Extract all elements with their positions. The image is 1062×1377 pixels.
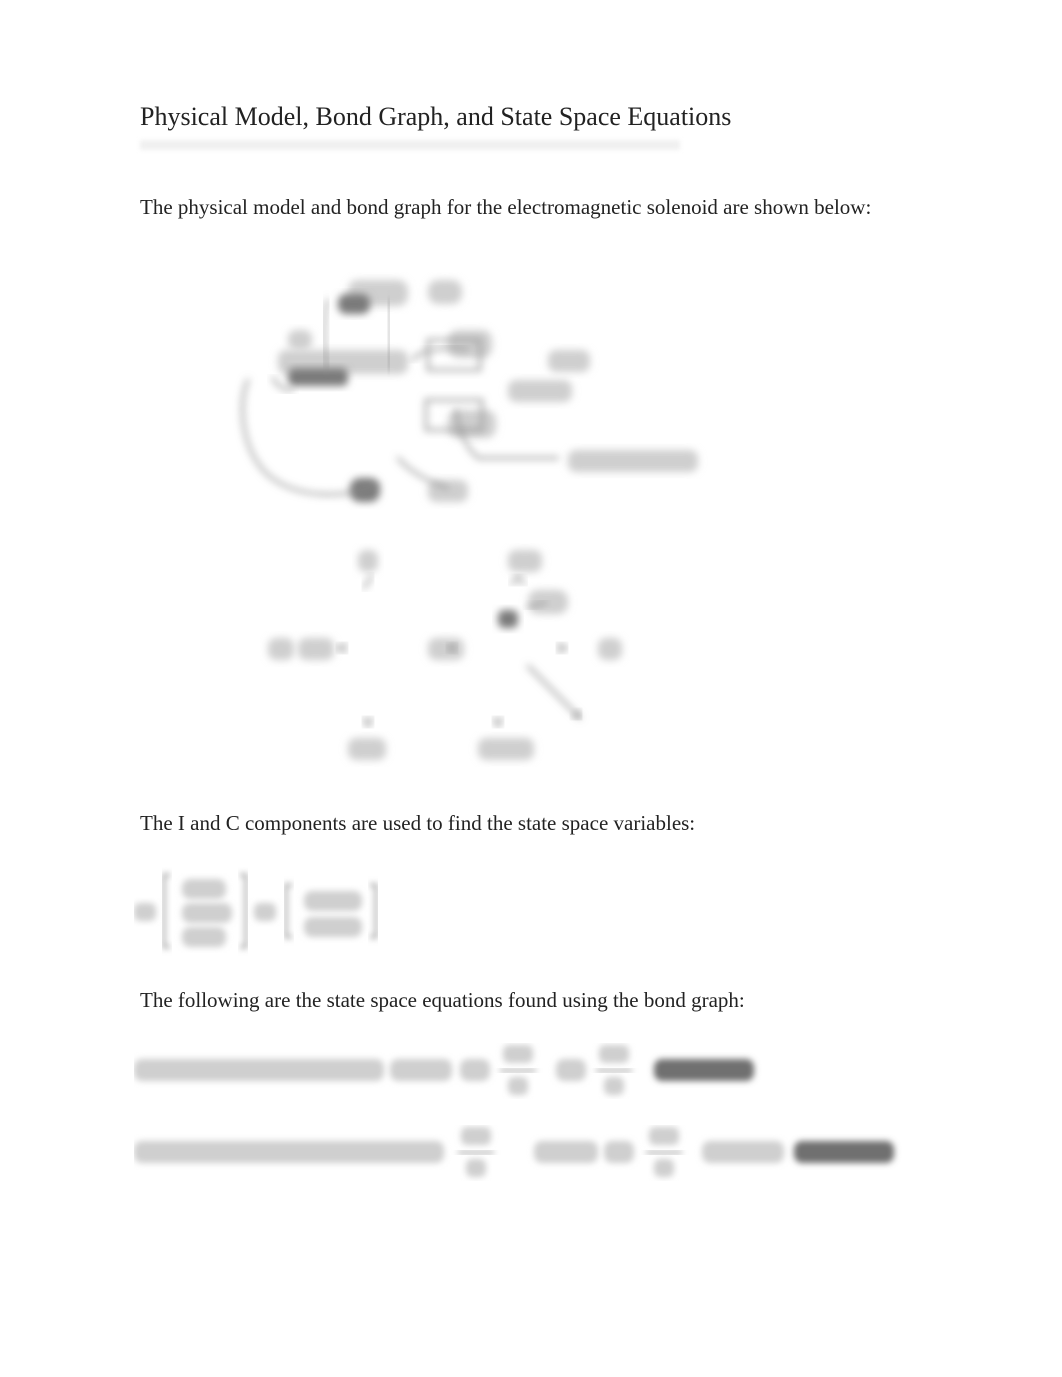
state-vector-svg [134, 867, 394, 959]
section-title: Physical Model, Bond Graph, and State Sp… [140, 100, 922, 134]
document-page: Physical Model, Bond Graph, and State Sp… [0, 0, 1062, 1377]
intro-paragraph: The physical model and bond graph for th… [140, 192, 922, 222]
bond-graph-svg [128, 250, 728, 780]
eq2-svg [134, 1125, 914, 1181]
state-vector-equation [134, 867, 922, 959]
bond-graph-figure [128, 250, 922, 780]
state-space-paragraph: The following are the state space equati… [140, 985, 922, 1015]
ic-components-paragraph: The I and C components are used to find … [140, 808, 922, 838]
state-equation-2 [134, 1125, 922, 1181]
title-underline [140, 140, 680, 150]
eq1-svg [134, 1043, 774, 1099]
state-equation-1 [134, 1043, 922, 1099]
